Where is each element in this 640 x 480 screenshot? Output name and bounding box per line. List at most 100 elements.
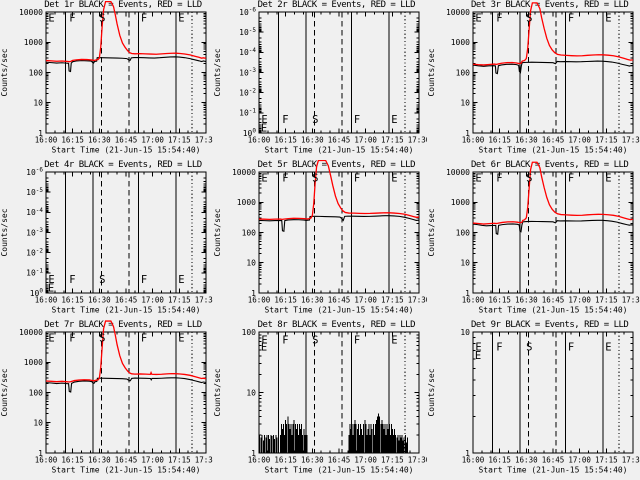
svg-text:17:00: 17:00 xyxy=(141,295,164,304)
svg-text:S: S xyxy=(312,114,318,126)
y-tick-labels: 1 10 100 1000 10000 xyxy=(19,328,43,458)
svg-text:10: 10 xyxy=(33,99,43,108)
svg-text:17:15: 17:15 xyxy=(168,455,191,464)
plot-det1r: 1 10 100 1000 10000 16:00 16:15 16:30 16:45 17:00… xyxy=(0,0,214,154)
events-bars xyxy=(259,413,409,453)
svg-text:1000: 1000 xyxy=(450,198,469,207)
svg-text:17:15: 17:15 xyxy=(168,295,191,304)
svg-text:17:00: 17:00 xyxy=(355,135,378,144)
svg-text:E: E xyxy=(475,13,481,25)
interval-lines xyxy=(65,332,193,453)
svg-text:10-1: 10-1 xyxy=(239,107,256,117)
svg-text:16:30: 16:30 xyxy=(301,455,324,464)
interval-lines xyxy=(65,172,193,293)
svg-text:S: S xyxy=(99,333,105,345)
interval-lines xyxy=(65,12,193,133)
svg-text:E: E xyxy=(262,335,268,347)
y-axis-label: Counts/sec xyxy=(0,208,9,256)
svg-text:17:00: 17:00 xyxy=(141,455,164,464)
lld-series xyxy=(45,320,207,383)
svg-text:1: 1 xyxy=(465,289,470,298)
svg-text:E: E xyxy=(475,350,481,362)
event-letters: E F S F EE xyxy=(261,335,398,354)
svg-text:F: F xyxy=(141,274,147,286)
svg-text:E: E xyxy=(178,13,184,25)
svg-text:1000: 1000 xyxy=(237,198,256,207)
events-series xyxy=(472,219,633,235)
plot-det6r: 1 10 100 1000 10000 16:00 16:15 16:30 16:45 17:00… xyxy=(427,161,640,314)
plot-cell-det2r: Det 2r BLACK = Events, RED = LLD 100 10-1 1… xyxy=(213,0,426,160)
axes xyxy=(45,331,207,454)
lld-series xyxy=(472,161,633,225)
svg-text:17:30: 17:30 xyxy=(408,455,427,464)
lld-series xyxy=(45,0,207,63)
axes xyxy=(258,171,420,294)
svg-text:17:30: 17:30 xyxy=(621,135,640,144)
svg-text:E: E xyxy=(475,341,481,353)
svg-text:1: 1 xyxy=(252,449,257,458)
svg-text:16:45: 16:45 xyxy=(328,135,351,144)
svg-text:16:15: 16:15 xyxy=(61,455,84,464)
x-axis-label: Start Time (21-Jun-15 15:54:40) xyxy=(478,305,627,314)
svg-text:S: S xyxy=(99,274,105,286)
svg-text:17:30: 17:30 xyxy=(195,135,214,144)
y-tick-labels: 1 10 100 1000 10000 xyxy=(446,8,470,138)
svg-text:10000: 10000 xyxy=(19,328,43,337)
axes xyxy=(472,171,634,294)
svg-text:10-5: 10-5 xyxy=(239,27,256,37)
x-axis-label: Start Time (21-Jun-15 15:54:40) xyxy=(478,465,627,474)
svg-text:E: E xyxy=(392,114,398,126)
svg-text:S: S xyxy=(99,13,105,25)
svg-text:16:15: 16:15 xyxy=(488,455,511,464)
svg-text:10000: 10000 xyxy=(446,8,470,17)
svg-text:F: F xyxy=(69,274,75,286)
plot-det8r: 1 10 100 16:00 16:15 16:30 16:45 17:00 17:15 17:3… xyxy=(213,328,427,475)
svg-text:10: 10 xyxy=(247,388,257,397)
svg-text:100: 100 xyxy=(29,388,44,397)
svg-text:1: 1 xyxy=(465,129,470,138)
svg-text:16:45: 16:45 xyxy=(328,295,351,304)
svg-text:100: 100 xyxy=(243,128,257,138)
svg-text:S: S xyxy=(526,13,532,25)
y-axis-label: Counts/sec xyxy=(213,368,222,416)
svg-text:16:15: 16:15 xyxy=(488,135,511,144)
plot-cell-det7r: Det 7r BLACK = Events, RED = LLD 1 10 100 10… xyxy=(0,320,213,480)
svg-text:E: E xyxy=(392,173,398,185)
svg-text:17:15: 17:15 xyxy=(595,295,618,304)
svg-text:16:15: 16:15 xyxy=(275,135,298,144)
interval-lines xyxy=(491,12,619,133)
plot-title: Det 9r BLACK = Events, RED = LLD xyxy=(470,320,629,330)
svg-text:16:30: 16:30 xyxy=(88,295,111,304)
svg-text:17:15: 17:15 xyxy=(168,135,191,144)
svg-text:10-4: 10-4 xyxy=(26,207,43,217)
plot-cell-det1r: Det 1r BLACK = Events, RED = LLD 1 10 100 10… xyxy=(0,0,213,160)
svg-text:16:00: 16:00 xyxy=(461,295,484,304)
y-tick-labels: 1 10 100 1000 10000 xyxy=(446,168,470,298)
svg-text:E: E xyxy=(262,173,268,185)
event-letters: E F S F EE xyxy=(475,341,612,361)
x-axis-label: Start Time (21-Jun-15 15:54:40) xyxy=(51,465,200,474)
plot-cell-det6r: Det 6r BLACK = Events, RED = LLD 1 10 100 10… xyxy=(427,160,640,320)
plot-title: Det 5r BLACK = Events, RED = LLD xyxy=(257,160,416,170)
axes xyxy=(258,11,420,134)
plot-title: Det 7r BLACK = Events, RED = LLD xyxy=(44,320,202,330)
interval-lines xyxy=(278,172,406,293)
svg-text:17:00: 17:00 xyxy=(355,455,378,464)
svg-text:10000: 10000 xyxy=(232,168,256,177)
y-tick-labels: 100 10-1 10-2 10-3 10-4 10-5 10-6 xyxy=(239,7,256,138)
svg-text:F: F xyxy=(283,173,289,185)
svg-text:F: F xyxy=(496,173,502,185)
svg-text:17:30: 17:30 xyxy=(195,455,214,464)
svg-text:10: 10 xyxy=(460,328,470,337)
svg-text:17:00: 17:00 xyxy=(568,455,591,464)
svg-text:100: 100 xyxy=(242,228,257,237)
svg-text:F: F xyxy=(496,341,502,353)
plot-cell-det3r: Det 3r BLACK = Events, RED = LLD 1 10 100 10… xyxy=(427,0,640,160)
x-axis-label: Start Time (21-Jun-15 15:54:40) xyxy=(265,305,414,314)
svg-text:S: S xyxy=(312,335,318,347)
